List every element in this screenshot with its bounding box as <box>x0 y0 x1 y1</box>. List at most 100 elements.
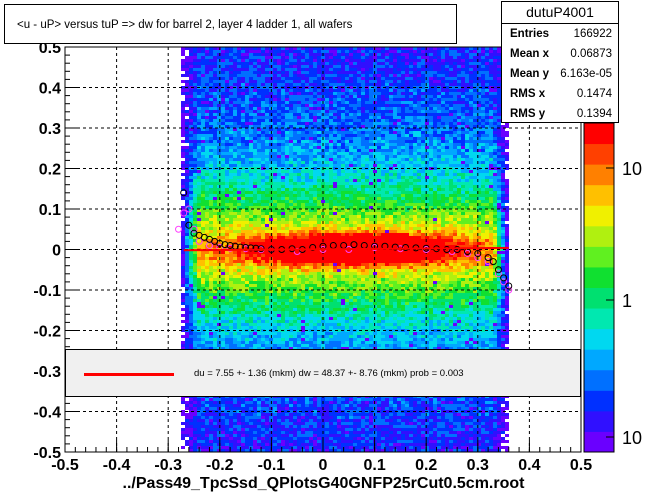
heatmap-cell <box>241 266 245 269</box>
heatmap-cell <box>313 89 317 92</box>
heatmap-cell <box>281 278 285 281</box>
heatmap-cell <box>241 443 245 446</box>
heatmap-cell <box>305 347 309 350</box>
heatmap-cell <box>277 215 281 218</box>
heatmap-cell <box>277 188 281 191</box>
heatmap-cell <box>193 308 197 311</box>
heatmap-cell <box>305 110 309 113</box>
heatmap-cell <box>301 92 305 95</box>
heatmap-cell <box>205 182 209 185</box>
heatmap-cell <box>249 98 253 101</box>
heatmap-cell <box>229 128 233 131</box>
heatmap-cell <box>325 446 329 449</box>
heatmap-cell <box>261 335 265 338</box>
heatmap-cell <box>229 92 233 95</box>
heatmap-cell <box>273 116 277 119</box>
heatmap-cell <box>245 224 249 227</box>
heatmap-cell <box>305 296 309 299</box>
heatmap-cell <box>201 89 205 92</box>
heatmap-cell <box>233 404 237 407</box>
heatmap-cell <box>209 290 213 293</box>
heatmap-cell <box>241 290 245 293</box>
heatmap-cell <box>217 89 221 92</box>
heatmap-cell <box>293 200 297 203</box>
heatmap-cell <box>305 203 309 206</box>
heatmap-cell <box>253 197 257 200</box>
heatmap-cell <box>285 263 289 266</box>
heatmap-cell <box>297 170 301 173</box>
heatmap-cell <box>245 173 249 176</box>
heatmap-cell <box>209 434 213 437</box>
heatmap-cell <box>301 113 305 116</box>
heatmap-cell <box>193 440 197 443</box>
heatmap-cell <box>281 203 285 206</box>
heatmap-cell <box>289 194 293 197</box>
heatmap-cell <box>321 398 325 401</box>
heatmap-cell <box>237 281 241 284</box>
heatmap-cell <box>209 194 213 197</box>
heatmap-cell <box>245 236 249 239</box>
heatmap-cell <box>197 299 201 302</box>
heatmap-cell <box>193 332 197 335</box>
heatmap-cell <box>241 437 245 440</box>
heatmap-cell <box>265 194 269 197</box>
heatmap-cell <box>281 80 285 83</box>
heatmap-cell <box>257 293 261 296</box>
heatmap-cell <box>181 89 185 92</box>
heatmap-cell <box>225 143 229 146</box>
heatmap-cell <box>217 149 221 152</box>
heatmap-cell <box>293 164 297 167</box>
heatmap-cell <box>285 77 289 80</box>
heatmap-cell <box>297 398 301 401</box>
heatmap-cell <box>277 296 281 299</box>
heatmap-cell <box>309 50 313 53</box>
heatmap-cell <box>293 152 297 155</box>
heatmap-cell <box>193 236 197 239</box>
heatmap-cell <box>257 281 261 284</box>
heatmap-cell <box>301 140 305 143</box>
heatmap-cell <box>265 179 269 182</box>
heatmap-cell <box>301 65 305 68</box>
heatmap-cell <box>201 293 205 296</box>
heatmap-cell <box>217 293 221 296</box>
heatmap-cell <box>285 155 289 158</box>
heatmap-cell <box>237 203 241 206</box>
heatmap-cell <box>205 320 209 323</box>
heatmap-cell <box>257 305 261 308</box>
heatmap-cell <box>217 50 221 53</box>
heatmap-cell <box>281 311 285 314</box>
heatmap-cell <box>273 443 277 446</box>
heatmap-cell <box>193 275 197 278</box>
heatmap-cell <box>273 134 277 137</box>
heatmap-cell <box>201 227 205 230</box>
heatmap-cell <box>261 104 265 107</box>
heatmap-cell <box>201 314 205 317</box>
heatmap-cell <box>297 80 301 83</box>
heatmap-cell <box>293 446 297 449</box>
heatmap-cell <box>217 236 221 239</box>
heatmap-cell <box>289 341 293 344</box>
heatmap-cell <box>209 212 213 215</box>
heatmap-cell <box>313 122 317 125</box>
heatmap-cell <box>261 257 265 260</box>
heatmap-cell <box>293 173 297 176</box>
heatmap-cell <box>313 182 317 185</box>
heatmap-cell <box>277 323 281 326</box>
heatmap-cell <box>245 176 249 179</box>
heatmap-cell <box>189 104 193 107</box>
heatmap-cell <box>241 140 245 143</box>
heatmap-cell <box>249 164 253 167</box>
heatmap-cell <box>189 56 193 59</box>
heatmap-cell <box>185 89 189 92</box>
heatmap-cell <box>189 293 193 296</box>
heatmap-cell <box>265 167 269 170</box>
heatmap-cell <box>317 122 321 125</box>
heatmap-cell <box>261 125 265 128</box>
heatmap-cell <box>217 56 221 59</box>
heatmap-cell <box>221 77 225 80</box>
heatmap-cell <box>229 332 233 335</box>
heatmap-cell <box>205 164 209 167</box>
heatmap-cell <box>317 446 321 449</box>
heatmap-cell <box>313 308 317 311</box>
heatmap-cell <box>241 227 245 230</box>
